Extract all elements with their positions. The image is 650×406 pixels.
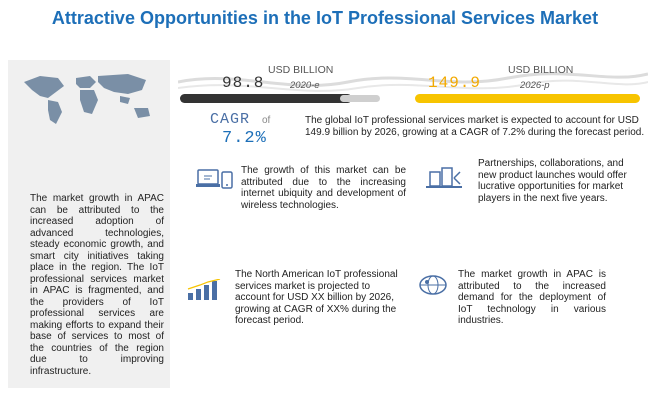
- left-info-panel: The market growth in APAC can be attribu…: [8, 60, 170, 388]
- page-title: Attractive Opportunities in the IoT Prof…: [51, 8, 599, 28]
- cagr-value: 7.2%: [222, 129, 267, 148]
- market-summary: The global IoT professional services mar…: [305, 115, 645, 138]
- apac-growth-text: The market growth in APAC can be attribu…: [30, 193, 164, 377]
- stat-right-unit: USD BILLION: [508, 64, 574, 76]
- stat-left-unit: USD BILLION: [268, 64, 334, 76]
- internet-growth-text: The growth of this market can be attribu…: [241, 165, 406, 211]
- world-map-icon: [24, 74, 150, 124]
- partnership-text: Partnerships, collaborations, and new pr…: [478, 158, 627, 204]
- bar-growth-icon: [187, 279, 221, 300]
- stat-right-value: 149.9: [428, 74, 482, 92]
- globe-icon: [419, 275, 447, 295]
- decorative-wave: [178, 72, 648, 92]
- stat-left-year: 2020-e: [290, 80, 320, 91]
- stat-left-value: 98.8: [222, 74, 265, 92]
- cagr-of: of: [262, 115, 271, 126]
- stat-left-bar-tail: [340, 95, 380, 102]
- stat-right-bar: [415, 94, 640, 103]
- stat-right-year: 2026-p: [520, 80, 550, 91]
- north-america-text: The North American IoT professional serv…: [235, 269, 398, 326]
- stat-left-bar: [180, 94, 352, 103]
- apac-demand-text: The market growth in APAC is attributed …: [458, 269, 606, 326]
- devices-icon: [196, 169, 233, 189]
- partnership-icon: [426, 167, 462, 188]
- cagr-label: CAGR: [210, 111, 251, 128]
